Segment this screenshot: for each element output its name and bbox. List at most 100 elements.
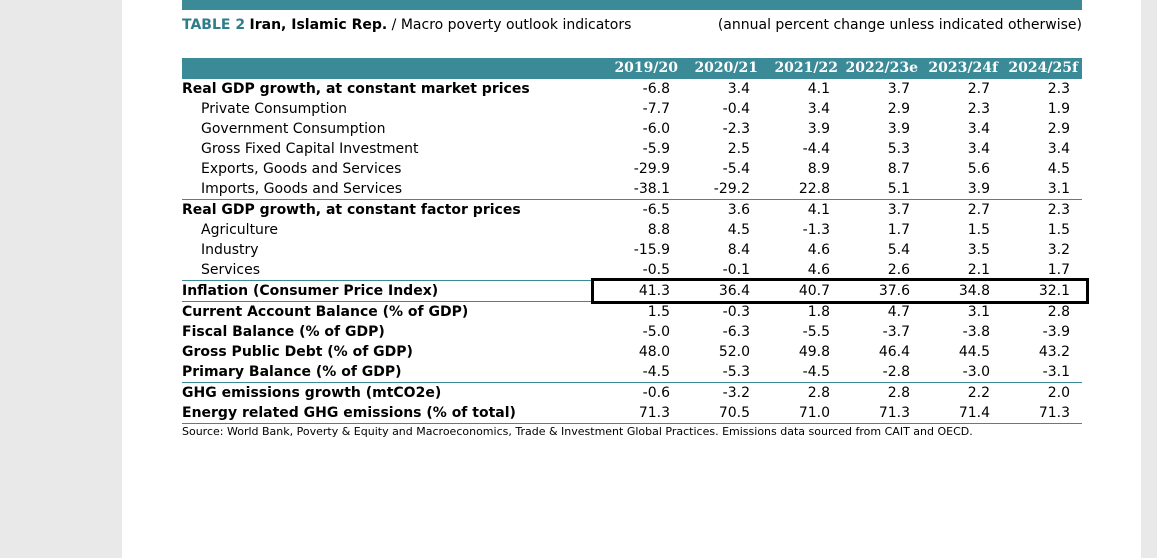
value-cell: -3.1 [1042,364,1070,380]
value-cell: 4.5 [1047,161,1070,177]
table-row: Real GDP growth, at constant market pric… [182,78,1082,99]
value-cell: 34.8 [922,280,1002,302]
table-row: Energy related GHG emissions (% of total… [182,403,1082,424]
value-cell: 3.4 [967,141,990,157]
row-label: Real GDP growth, at constant factor pric… [182,199,602,220]
value-cell: -4.5 [642,364,670,380]
column-header: 2022/23e [842,58,922,79]
value-cell: 41.3 [602,280,682,302]
value-cell: -1.3 [802,222,830,238]
value-cell: -0.3 [682,301,762,322]
value-cell: 1.9 [1047,101,1070,117]
row-label: Fiscal Balance (% of GDP) [182,324,385,340]
value-cell: -4.4 [802,141,830,157]
value-cell: 1.5 [967,222,990,238]
value-cell: 2.8 [1002,301,1082,322]
value-cell: 36.4 [682,280,762,302]
value-cell: -3.2 [682,382,762,403]
value-cell: -6.8 [602,78,682,99]
value-cell: 2.1 [967,262,990,278]
table-label: TABLE 2 [182,17,246,33]
table-row: Services -0.5 -0.1 4.6 2.6 2.1 1.7 [182,260,1082,281]
value-cell: 2.0 [1002,382,1082,403]
table-row: Industry -15.9 8.4 4.6 5.4 3.5 3.2 [182,240,1082,260]
value-cell: 8.4 [727,242,750,258]
value-cell: 8.8 [647,222,670,238]
header-label-cell [182,58,602,79]
row-label: Imports, Goods and Services [201,181,403,197]
value-cell: 1.5 [1047,222,1070,238]
value-cell: -5.9 [642,141,670,157]
value-cell: 2.5 [727,141,750,157]
value-cell: 4.1 [762,199,842,220]
value-cell: -2.8 [882,364,910,380]
value-cell: 3.4 [682,78,762,99]
value-cell: -3.7 [882,324,910,340]
value-cell: 3.7 [842,199,922,220]
value-cell: 4.6 [807,242,830,258]
table-row: Gross Public Debt (% of GDP) 48.0 52.0 49.8… [182,342,1082,362]
value-cell: 5.4 [887,242,910,258]
value-cell: 5.1 [887,181,910,197]
value-cell: 71.3 [842,403,922,424]
table-unit-note: (annual percent change unless indicated … [717,17,1082,33]
value-cell: 3.4 [807,101,830,117]
column-header: 2023/24f [922,58,1002,79]
row-label: Government Consumption [201,121,386,137]
value-cell: 5.3 [887,141,910,157]
value-cell: -3.8 [962,324,990,340]
value-cell: 3.6 [682,199,762,220]
value-cell: 2.9 [1047,121,1070,137]
value-cell: 4.6 [807,262,830,278]
value-cell: 3.5 [967,242,990,258]
value-cell: 71.3 [602,403,682,424]
table-top-band [182,0,1082,10]
value-cell: -6.0 [642,121,670,137]
table-country: Iran, Islamic Rep. [249,17,388,33]
value-cell: 37.6 [842,280,922,302]
table-header-row: 2019/20 2020/21 2021/22 2022/23e 2023/24… [182,58,1082,79]
value-cell: 48.0 [638,344,670,360]
row-label: Agriculture [201,222,278,238]
value-cell: 1.7 [887,222,910,238]
value-cell: 2.3 [1002,78,1082,99]
value-cell: 2.9 [887,101,910,117]
row-label: Gross Public Debt (% of GDP) [182,344,413,360]
value-cell: -6.3 [722,324,750,340]
value-cell: 8.7 [887,161,910,177]
value-cell: 4.7 [842,301,922,322]
value-cell: -0.1 [722,262,750,278]
value-cell: 49.8 [798,344,830,360]
value-cell: -29.2 [713,181,750,197]
value-cell: 2.7 [922,199,1002,220]
value-cell: 2.6 [887,262,910,278]
value-cell: -5.3 [722,364,750,380]
value-cell: -3.9 [1042,324,1070,340]
value-cell: 3.9 [887,121,910,137]
value-cell: 71.3 [1002,403,1082,424]
value-cell: -3.0 [962,364,990,380]
row-label: Real GDP growth, at constant market pric… [182,78,602,99]
table-row: Inflation (Consumer Price Index) 41.3 36.4… [182,280,1082,302]
value-cell: 2.2 [922,382,1002,403]
row-label: Inflation (Consumer Price Index) [182,280,602,302]
column-header: 2024/25f [1002,58,1082,79]
value-cell: 40.7 [762,280,842,302]
value-cell: 3.1 [922,301,1002,322]
table-subtitle: / Macro poverty outlook indicators [387,17,632,33]
value-cell: -4.5 [802,364,830,380]
value-cell: 2.8 [762,382,842,403]
column-header: 2020/21 [682,58,762,79]
value-cell: 3.2 [1047,242,1070,258]
value-cell: 3.4 [967,121,990,137]
value-cell: -29.9 [633,161,670,177]
value-cell: 43.2 [1038,344,1070,360]
table-row: Real GDP growth, at constant factor pric… [182,199,1082,220]
value-cell: -2.3 [722,121,750,137]
column-header: 2021/22 [762,58,842,79]
value-cell: -15.9 [633,242,670,258]
value-cell: 3.4 [1047,141,1070,157]
table-row: Government Consumption -6.0 -2.3 3.9 3.9 3.4 2… [182,119,1082,139]
table-row: Current Account Balance (% of GDP) 1.5 -0.… [182,301,1082,322]
row-label: GHG emissions growth (mtCO2e) [182,382,602,403]
